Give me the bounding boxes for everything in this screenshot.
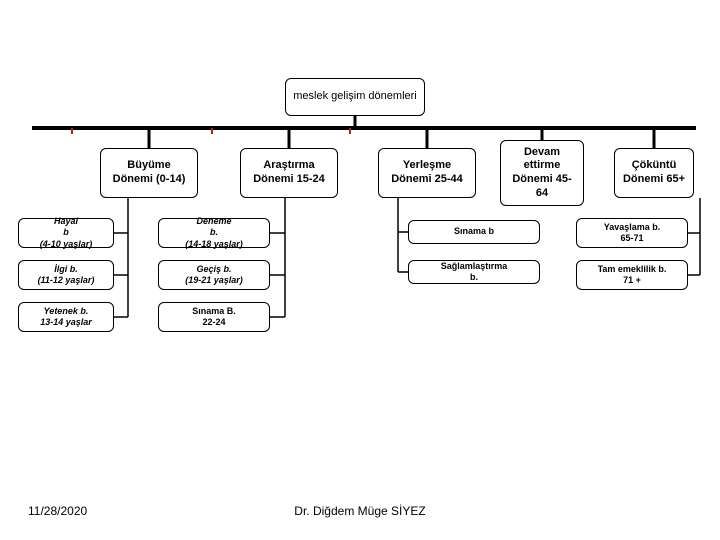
substage-buyume-1: İlgi b.(11-12 yaşlar) [18, 260, 114, 290]
substage-arastirma-2: Sınama B.22-24 [158, 302, 270, 332]
stage-cokuntu: Çöküntü Dönemi 65+ [614, 148, 694, 198]
substage-arastirma-1-label: Geçiş b.(19-21 yaşlar) [185, 264, 243, 287]
substage-cokuntu-1-label: Tam emeklilik b.71 + [598, 264, 667, 287]
substage-buyume-2: Yetenek b.13-14 yaşlar [18, 302, 114, 332]
substage-buyume-0-label: Hayalb(4-10 yaşlar) [40, 216, 93, 250]
stage-devam: Devam ettirme Dönemi 45-64 [500, 140, 584, 206]
stage-yerlesme: Yerleşme Dönemi 25-44 [378, 148, 476, 198]
substage-cokuntu-0: Yavaşlama b.65-71 [576, 218, 688, 248]
stage-yerlesme-label: Yerleşme Dönemi 25-44 [385, 159, 469, 187]
stage-devam-label: Devam ettirme Dönemi 45-64 [507, 146, 577, 201]
root-node: meslek gelişim dönemleri [285, 78, 425, 116]
substage-yerlesme-0: Sınama b [408, 220, 540, 244]
stage-buyume: Büyüme Dönemi (0-14) [100, 148, 198, 198]
footer-author: Dr. Diğdem Müge SİYEZ [0, 504, 720, 518]
substage-buyume-2-label: Yetenek b.13-14 yaşlar [40, 306, 92, 329]
substage-yerlesme-1: Sağlamlaştırmab. [408, 260, 540, 284]
substage-arastirma-0: Denemeb.(14-18 yaşlar) [158, 218, 270, 248]
stage-arastirma: Araştırma Dönemi 15-24 [240, 148, 338, 198]
substage-yerlesme-0-label: Sınama b [454, 226, 494, 237]
root-label: meslek gelişim dönemleri [293, 90, 417, 104]
stage-arastirma-label: Araştırma Dönemi 15-24 [247, 159, 331, 187]
substage-cokuntu-0-label: Yavaşlama b.65-71 [604, 222, 661, 245]
stage-cokuntu-label: Çöküntü Dönemi 65+ [621, 159, 687, 187]
substage-arastirma-2-label: Sınama B.22-24 [192, 306, 236, 329]
stage-buyume-label: Büyüme Dönemi (0-14) [107, 159, 191, 187]
substage-buyume-1-label: İlgi b.(11-12 yaşlar) [38, 264, 95, 287]
substage-buyume-0: Hayalb(4-10 yaşlar) [18, 218, 114, 248]
substage-cokuntu-1: Tam emeklilik b.71 + [576, 260, 688, 290]
substage-arastirma-0-label: Denemeb.(14-18 yaşlar) [185, 216, 243, 250]
substage-arastirma-1: Geçiş b.(19-21 yaşlar) [158, 260, 270, 290]
substage-yerlesme-1-label: Sağlamlaştırmab. [441, 261, 508, 284]
